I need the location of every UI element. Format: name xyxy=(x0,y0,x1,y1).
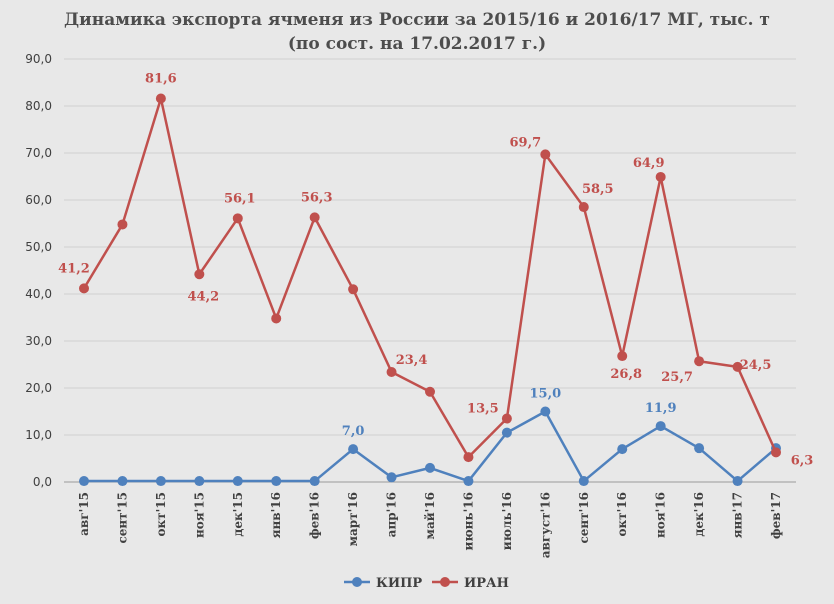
data-point xyxy=(79,283,89,294)
x-tick-label: март'16 xyxy=(346,492,360,546)
data-point xyxy=(501,413,512,424)
data-label: 13,5 xyxy=(467,402,499,417)
x-tick-label: июнь'16 xyxy=(461,492,475,551)
y-tick-label: 30,0 xyxy=(25,334,52,348)
data-point xyxy=(155,476,166,487)
data-point xyxy=(309,476,320,487)
y-tick-label: 40,0 xyxy=(25,287,52,301)
data-label: 69,7 xyxy=(509,135,541,150)
y-tick-label: 10,0 xyxy=(25,428,52,442)
data-label: 56,1 xyxy=(224,191,256,206)
data-point xyxy=(194,476,205,487)
data-point xyxy=(425,386,435,397)
data-label: 15,0 xyxy=(529,387,561,402)
data-point xyxy=(578,202,589,213)
x-tick-label: сент'15 xyxy=(115,492,129,544)
legend-marker xyxy=(352,577,362,587)
data-point xyxy=(232,213,243,224)
data-point xyxy=(617,351,628,362)
x-tick-label: янв'16 xyxy=(269,492,283,538)
x-tick-label: ноя'16 xyxy=(654,492,668,538)
data-point xyxy=(79,476,89,487)
data-point xyxy=(771,447,781,458)
data-label: 56,3 xyxy=(301,190,333,205)
data-label: 11,9 xyxy=(645,401,677,416)
chart-subtitle: (по сост. на 17.02.2017 г.) xyxy=(287,34,547,54)
data-label: 64,9 xyxy=(633,156,665,171)
legend-marker xyxy=(440,577,450,587)
data-point xyxy=(463,476,474,487)
x-tick-label: август'16 xyxy=(538,492,552,558)
data-point xyxy=(425,462,435,473)
y-tick-label: 70,0 xyxy=(25,146,52,160)
data-point xyxy=(348,444,359,455)
legend-label: ИРАН xyxy=(464,576,509,591)
data-point xyxy=(540,149,551,160)
data-point xyxy=(540,406,551,417)
y-tick-label: 0,0 xyxy=(33,475,52,489)
x-tick-label: дек'16 xyxy=(692,492,706,537)
x-tick-label: янв'17 xyxy=(731,492,745,538)
y-tick-label: 20,0 xyxy=(25,381,52,395)
data-label: 7,0 xyxy=(342,424,365,439)
chart-title: Динамика экспорта ячменя из России за 20… xyxy=(64,10,770,30)
data-point xyxy=(386,472,397,483)
data-label: 25,7 xyxy=(661,370,693,385)
data-point xyxy=(155,93,166,104)
x-tick-label: фев'16 xyxy=(308,492,322,539)
x-tick-label: июль'16 xyxy=(500,492,514,550)
data-label: 44,2 xyxy=(187,289,219,304)
data-label: 41,2 xyxy=(58,261,90,276)
data-point xyxy=(694,356,705,367)
data-label: 58,5 xyxy=(582,182,614,197)
x-tick-label: май'16 xyxy=(423,492,437,539)
data-point xyxy=(117,219,128,230)
x-tick-label: ноя'15 xyxy=(192,492,206,538)
data-point xyxy=(271,476,282,487)
data-point xyxy=(386,367,397,378)
data-point xyxy=(463,452,474,463)
legend-label: КИПР xyxy=(376,576,422,591)
data-point xyxy=(617,444,628,455)
data-point xyxy=(232,476,243,487)
data-point xyxy=(578,476,589,487)
data-point xyxy=(309,212,320,223)
data-point xyxy=(117,476,128,487)
y-tick-label: 60,0 xyxy=(25,193,52,207)
data-point xyxy=(694,443,705,454)
data-point xyxy=(271,313,282,324)
x-tick-label: окт'16 xyxy=(615,492,629,536)
x-tick-label: фев'17 xyxy=(769,492,783,539)
data-label: 26,8 xyxy=(610,367,642,382)
x-tick-label: сент'16 xyxy=(577,492,591,544)
x-tick-label: дек'15 xyxy=(231,492,245,537)
data-label: 81,6 xyxy=(145,71,177,86)
y-tick-label: 50,0 xyxy=(25,240,52,254)
data-point xyxy=(655,421,666,432)
data-label: 24,5 xyxy=(740,358,772,373)
data-point xyxy=(348,284,359,295)
x-tick-label: авг'15 xyxy=(77,492,91,536)
data-label: 23,4 xyxy=(396,353,428,368)
data-point xyxy=(732,476,743,487)
data-point xyxy=(501,427,512,438)
x-tick-label: апр'16 xyxy=(385,492,399,537)
y-tick-label: 80,0 xyxy=(25,99,52,113)
data-point xyxy=(655,171,666,182)
data-label: 6,3 xyxy=(791,453,814,468)
data-point xyxy=(194,269,205,280)
x-tick-label: окт'15 xyxy=(154,492,168,536)
data-point xyxy=(732,361,743,372)
y-tick-label: 90,0 xyxy=(25,52,52,66)
